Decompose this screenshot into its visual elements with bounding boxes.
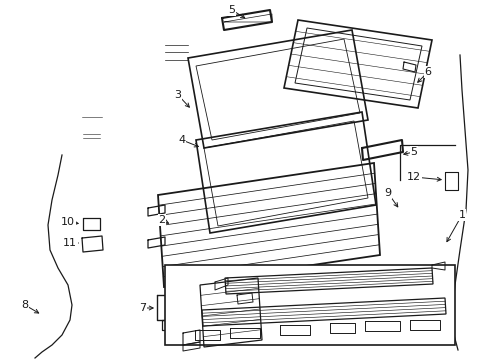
Text: 4: 4 [178,135,185,145]
Text: 3: 3 [174,90,181,100]
Text: 9: 9 [384,188,391,198]
Text: 5: 5 [409,147,417,157]
Text: 1: 1 [458,210,465,220]
Text: 12: 12 [406,172,420,182]
Text: 10: 10 [61,217,75,227]
Text: 11: 11 [63,238,77,248]
Text: 8: 8 [21,300,28,310]
Text: 6: 6 [424,67,430,77]
Bar [164,265,454,345]
Text: 2: 2 [158,215,165,225]
Text: 5: 5 [228,5,235,15]
Text: 7: 7 [139,303,146,313]
